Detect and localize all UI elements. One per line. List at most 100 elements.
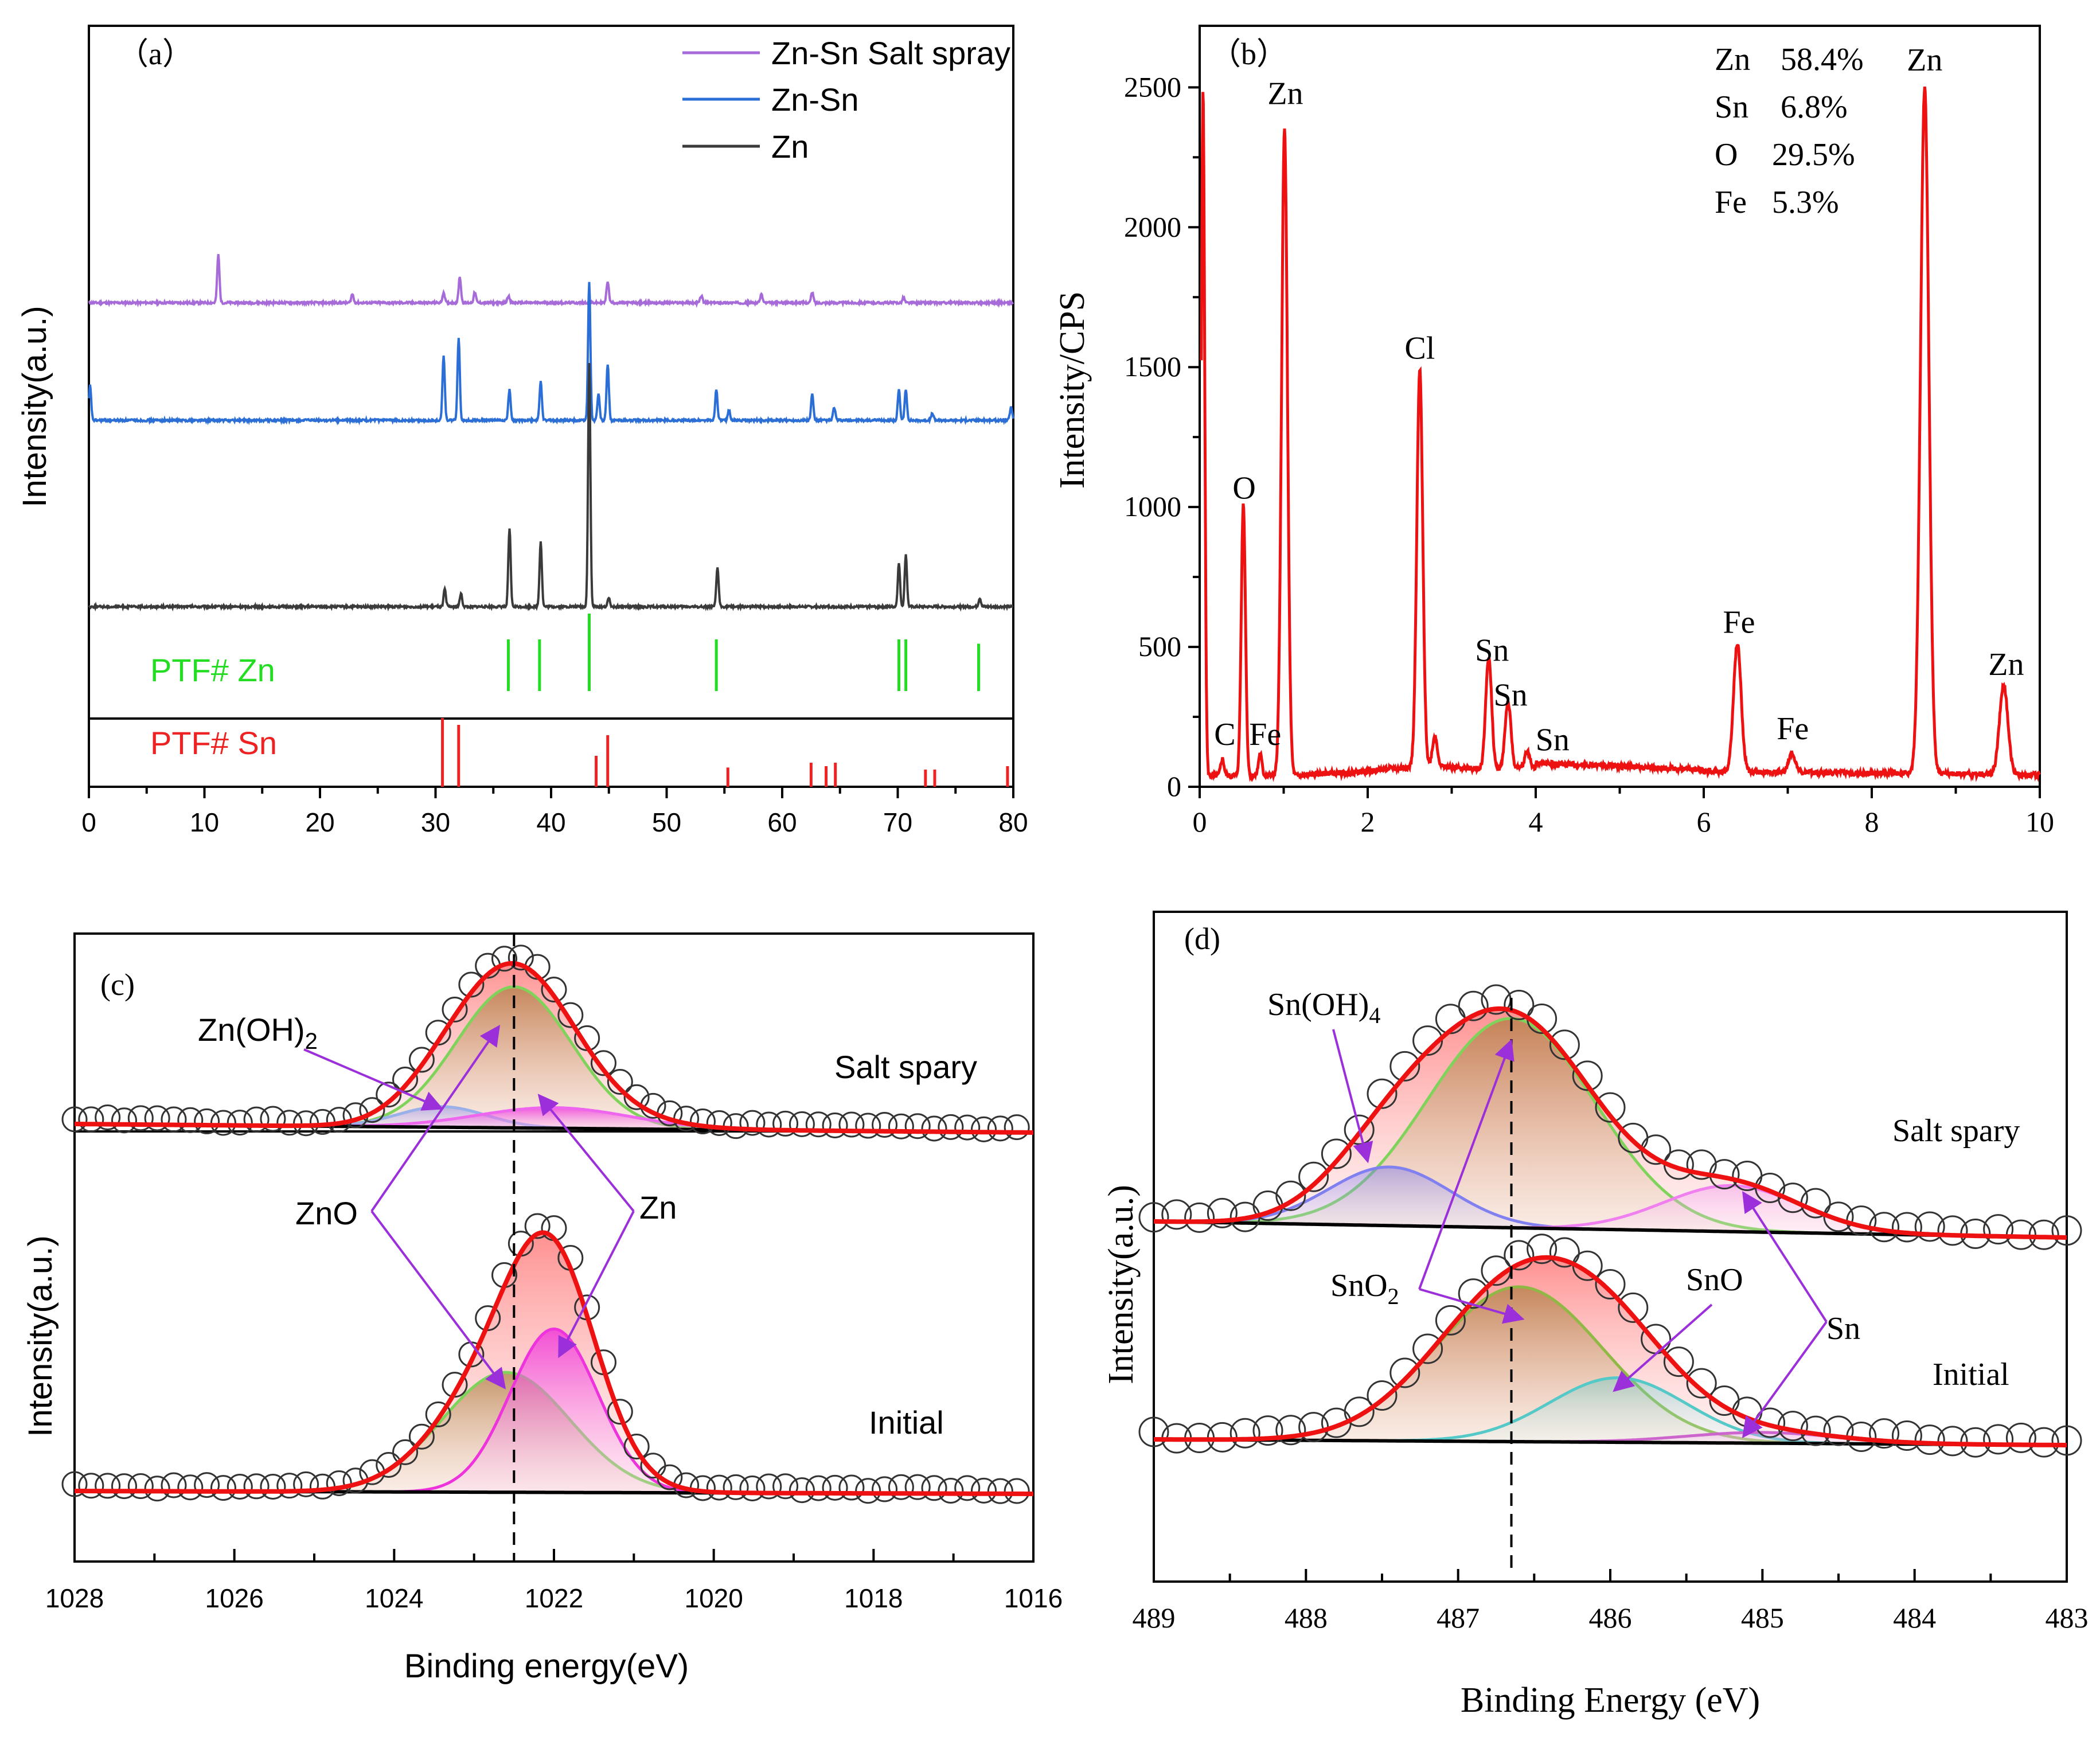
eds-spectrum-line [1200, 86, 2041, 783]
legend-label-zn: Zn [771, 128, 809, 165]
ref-label-zn: PTF# Zn [150, 652, 275, 688]
arrow-zn-initial [558, 1211, 635, 1359]
comp-sn-element: Sn [1715, 89, 1748, 125]
panel-c-ylabel: Intensity(a.u.) [22, 1235, 59, 1437]
envelope-line-1 [1154, 1255, 2067, 1447]
legend-label-salt-spray: Zn-Sn Salt spray [771, 35, 1010, 71]
x-tick-label-6: 6 [1697, 806, 1711, 838]
y-tick-label-2000: 2000 [1124, 210, 1181, 243]
peak-label-zn-10: Zn [1907, 42, 1942, 78]
x-tick-label-80: 80 [998, 807, 1028, 837]
x-tick-label-10: 10 [2025, 806, 2054, 838]
peak-label-sn-6: Sn [1493, 678, 1527, 713]
peak-label-sn-7: Sn [1536, 723, 1570, 758]
arrow-znoh2 [303, 1048, 444, 1111]
panel-d-label: (d) [1184, 922, 1220, 956]
annotation-sno2: SnO2 [1330, 1268, 1399, 1309]
x-tick-label-489: 489 [1133, 1602, 1176, 1634]
x-tick-label-487: 487 [1437, 1602, 1480, 1634]
peak-label-o-1: O [1232, 470, 1255, 506]
x-tick-label-1016: 1016 [1004, 1583, 1063, 1613]
peak-label-sn-5: Sn [1475, 633, 1509, 668]
arrow-zno-initial [370, 1210, 506, 1389]
x-tick-label-8: 8 [1865, 806, 1879, 838]
envelope-line-0 [75, 961, 1033, 1135]
state-label-initial: Initial [869, 1404, 944, 1441]
arrow-sno [1613, 1303, 1713, 1392]
eds-peak-labels: Zn O C Fe Cl Sn Sn Sn Fe Fe Zn Zn [1214, 42, 2024, 758]
panel-a-xrd: （a） Intensity(a.u.) Zn-Sn Salt spray Zn-… [16, 25, 1028, 837]
arrow-sno2-salt [1418, 1039, 1515, 1290]
legend-label-zn-sn: Zn-Sn [771, 81, 859, 118]
eds-composition-table: Zn 58.4% Sn 6.8% O 29.5% Fe 5.3% [1715, 42, 1864, 220]
peak-label-fe-8: Fe [1723, 605, 1755, 641]
y-tick-label-2500: 2500 [1124, 71, 1181, 103]
x-tick-label-4: 4 [1529, 806, 1543, 838]
annotation-sn: Sn [1826, 1311, 1860, 1346]
ref-sticks-zn [506, 614, 981, 691]
panel-b-label: （b） [1210, 37, 1287, 71]
component-fill-zno-0 [75, 986, 1033, 1133]
comp-fe-element: Fe [1715, 185, 1747, 220]
state-label-salt-spary-d: Salt spary [1892, 1113, 2020, 1149]
series-line-zn-sn [88, 282, 1014, 426]
x-tick-label-0: 0 [81, 807, 96, 837]
envelope-line-1 [75, 1230, 1033, 1496]
y-tick-label-500: 500 [1138, 630, 1181, 662]
panel-c-xps-zn: (c) Intensity(a.u.) Binding energy(eV) S… [22, 932, 1063, 1685]
x-tick-label-488: 488 [1285, 1602, 1328, 1634]
comp-sn-value: 6.8% [1781, 89, 1848, 125]
arrow-snoh4 [1332, 1029, 1373, 1164]
component-fill-sn-oh-4-0 [1154, 1167, 2067, 1238]
x-tick-label-485: 485 [1741, 1602, 1784, 1634]
panel-d-xps-sn: (d) Intensity(a.u.) Binding Energy (eV) … [1102, 911, 2089, 1720]
panel-b-ylabel: Intensity/CPS [1053, 291, 1092, 489]
component-fill-sno-1 [1154, 1377, 2067, 1445]
annotation-arrows-c [303, 1025, 635, 1389]
x-tick-label-1022: 1022 [525, 1583, 583, 1613]
panel-b-frame [1199, 25, 2041, 788]
state-label-salt-spary: Salt spary [834, 1049, 977, 1085]
arrow-sno2-initial [1419, 1288, 1525, 1324]
series-line-salt-spray [88, 254, 1014, 309]
comp-o-value: 29.5% [1772, 137, 1855, 173]
panel-d-fits [1138, 984, 2082, 1570]
peak-label-zn-11: Zn [1988, 647, 2024, 682]
panel-b-axes: 0 2 4 6 8 10 0 500 1000 1500 2000 2500 [1124, 71, 2054, 838]
x-tick-label-70: 70 [883, 807, 912, 837]
series-line-zn [88, 362, 1014, 612]
arrow-sn-initial [1742, 1321, 1828, 1438]
x-tick-label-40: 40 [536, 807, 565, 837]
annotation-zn: Zn [639, 1189, 677, 1225]
x-tick-label-30: 30 [421, 807, 450, 837]
annotation-sno: SnO [1686, 1262, 1743, 1298]
panel-d-xlabel: Binding Energy (eV) [1461, 1681, 1760, 1720]
peak-label-fe-3: Fe [1249, 717, 1281, 752]
x-tick-label-483: 483 [2046, 1602, 2089, 1634]
x-tick-label-1026: 1026 [205, 1583, 263, 1613]
peak-label-fe-9: Fe [1777, 711, 1809, 747]
ref-sticks-sn [441, 718, 1009, 787]
panel-a-ylabel: Intensity(a.u.) [16, 306, 53, 507]
comp-zn-value: 58.4% [1781, 42, 1864, 77]
arrow-sn-salt [1742, 1190, 1828, 1323]
component-fill-sn-1 [1154, 1432, 2067, 1445]
ref-label-sn: PTF# Sn [150, 725, 277, 761]
state-label-initial-d: Initial [1933, 1357, 2009, 1392]
envelope-fill-1 [1154, 1257, 2067, 1445]
annotation-arrows-d [1332, 1029, 1828, 1438]
panel-a-label: （a） [118, 37, 193, 71]
arrow-zn-salt [537, 1094, 635, 1212]
comp-fe-value: 5.3% [1772, 185, 1839, 220]
panel-c-label: (c) [100, 967, 135, 1002]
x-tick-label-2: 2 [1361, 806, 1375, 838]
y-tick-label-0: 0 [1167, 770, 1181, 802]
x-tick-label-1018: 1018 [844, 1583, 903, 1613]
x-tick-label-0: 0 [1193, 806, 1207, 838]
component-fill-sn-0 [1154, 1185, 2067, 1238]
panel-c-x-axis: 1028 1026 1024 1022 1020 1018 1016 [45, 1549, 1063, 1613]
x-tick-label-50: 50 [652, 807, 681, 837]
